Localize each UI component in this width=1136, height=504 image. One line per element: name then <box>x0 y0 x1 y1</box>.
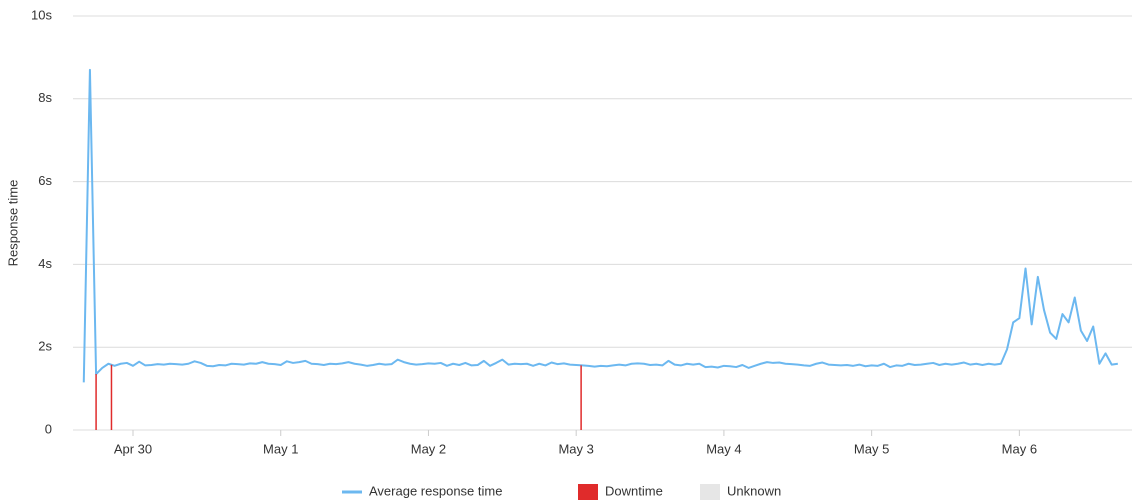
response-time-line <box>82 68 1118 383</box>
x-tick-label: May 2 <box>411 441 446 456</box>
legend-label: Average response time <box>369 483 502 498</box>
legend-label: Downtime <box>605 483 663 498</box>
y-tick-label: 10s <box>31 7 52 22</box>
x-tick-label: May 4 <box>706 441 741 456</box>
x-tick-label: Apr 30 <box>114 441 152 456</box>
x-tick-label: May 1 <box>263 441 298 456</box>
legend-swatch <box>578 484 598 500</box>
x-tick-label: May 5 <box>854 441 889 456</box>
y-tick-label: 2s <box>38 339 52 354</box>
legend-label: Unknown <box>727 483 781 498</box>
y-tick-label: 0 <box>45 421 52 436</box>
y-tick-label: 8s <box>38 90 52 105</box>
x-tick-label: May 3 <box>558 441 593 456</box>
y-axis-label: Response time <box>5 180 20 267</box>
x-tick-label: May 6 <box>1002 441 1037 456</box>
y-tick-label: 4s <box>38 256 52 271</box>
legend-swatch <box>700 484 720 500</box>
y-tick-label: 6s <box>38 173 52 188</box>
